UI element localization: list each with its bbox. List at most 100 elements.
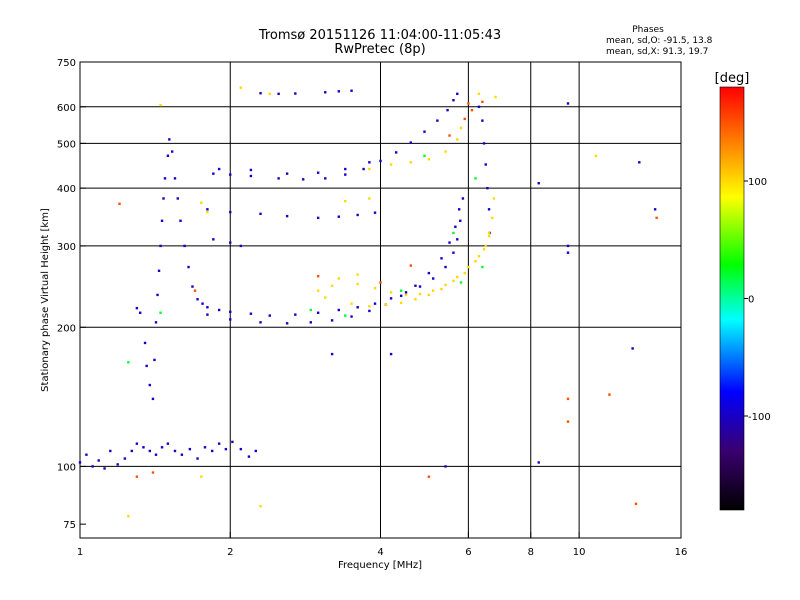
data-point <box>448 134 451 137</box>
data-point <box>196 457 199 460</box>
data-point <box>229 173 232 176</box>
data-point <box>638 161 641 164</box>
data-point <box>344 167 347 171</box>
data-point <box>456 238 459 241</box>
data-point <box>159 311 162 314</box>
data-point <box>594 154 598 158</box>
data-point <box>373 211 377 214</box>
data-point <box>481 119 484 122</box>
data-point <box>427 475 431 478</box>
data-point <box>143 341 147 345</box>
data-point <box>444 265 447 269</box>
data-point <box>188 447 192 451</box>
data-point <box>444 150 447 153</box>
data-point <box>166 154 170 158</box>
data-point <box>362 167 365 171</box>
data-point <box>456 275 459 279</box>
data-point <box>454 225 457 228</box>
data-point <box>85 453 88 456</box>
data-point <box>566 102 570 105</box>
data-point <box>123 457 127 460</box>
data-point <box>324 296 327 299</box>
x-tick-label: 2 <box>227 547 233 558</box>
data-point <box>135 442 139 445</box>
y-axis-label: Stationary phase Virtual Height [km] <box>40 208 51 392</box>
data-point <box>231 440 234 444</box>
y-tick-label: 200 <box>57 323 76 334</box>
data-point <box>254 449 257 453</box>
data-point <box>206 306 209 309</box>
data-point <box>151 471 155 474</box>
data-point <box>373 302 377 305</box>
data-point <box>482 142 486 145</box>
data-point <box>148 449 152 453</box>
data-point <box>368 309 371 313</box>
data-point <box>350 302 353 305</box>
data-point <box>316 289 320 292</box>
data-point <box>239 86 243 89</box>
data-point <box>459 126 463 130</box>
data-point <box>201 302 204 305</box>
phases-mean-x: mean, sd,X: 91.3, 19.7 <box>606 47 708 57</box>
data-point <box>389 291 393 294</box>
data-points <box>78 86 658 518</box>
data-point <box>259 321 262 324</box>
data-point <box>418 292 422 296</box>
y-tick-label: 300 <box>57 242 76 253</box>
y-tick-label: 600 <box>57 103 76 114</box>
data-point <box>337 215 341 218</box>
data-point <box>239 447 243 451</box>
data-point <box>389 297 393 300</box>
data-point <box>477 255 481 258</box>
data-point <box>537 461 540 464</box>
data-point <box>217 442 221 445</box>
data-point <box>566 244 570 248</box>
data-point <box>148 383 152 387</box>
data-point <box>409 161 412 164</box>
data-point <box>459 281 463 284</box>
data-point <box>118 202 121 206</box>
data-point <box>154 453 158 456</box>
data-point <box>389 163 393 166</box>
data-point <box>344 173 347 176</box>
data-point <box>206 210 209 214</box>
data-point <box>404 291 408 294</box>
data-point <box>116 463 119 466</box>
data-point <box>444 465 447 468</box>
data-point <box>368 167 371 171</box>
data-point <box>330 352 334 356</box>
data-point <box>452 251 455 254</box>
data-point <box>249 174 253 178</box>
data-point <box>452 99 455 102</box>
data-point <box>97 459 100 462</box>
data-point <box>456 92 459 96</box>
data-point <box>608 393 611 396</box>
data-point <box>138 311 142 314</box>
data-point <box>467 102 470 105</box>
data-point <box>423 154 426 158</box>
data-point <box>268 314 271 317</box>
data-point <box>484 163 487 166</box>
y-tick-label: 100 <box>57 462 76 473</box>
data-point <box>414 298 417 301</box>
data-point <box>159 103 162 107</box>
data-point <box>142 446 145 449</box>
x-tick-label: 6 <box>465 547 471 558</box>
data-point <box>427 158 431 161</box>
data-point <box>316 216 320 220</box>
data-point <box>634 502 638 506</box>
data-point <box>127 361 130 364</box>
data-point <box>259 212 262 216</box>
data-point <box>277 92 280 96</box>
data-point <box>91 465 94 468</box>
data-point <box>156 293 159 297</box>
data-point <box>285 322 289 325</box>
data-point <box>459 219 462 222</box>
data-point <box>200 475 203 478</box>
data-point <box>482 248 486 251</box>
data-point <box>183 244 186 248</box>
data-point <box>481 100 484 104</box>
data-point <box>103 467 106 470</box>
axis-ticks: 1 2 4 6 8 10 16 75 100 200 300 400 500 600 750 <box>57 58 687 558</box>
data-point <box>249 168 253 172</box>
